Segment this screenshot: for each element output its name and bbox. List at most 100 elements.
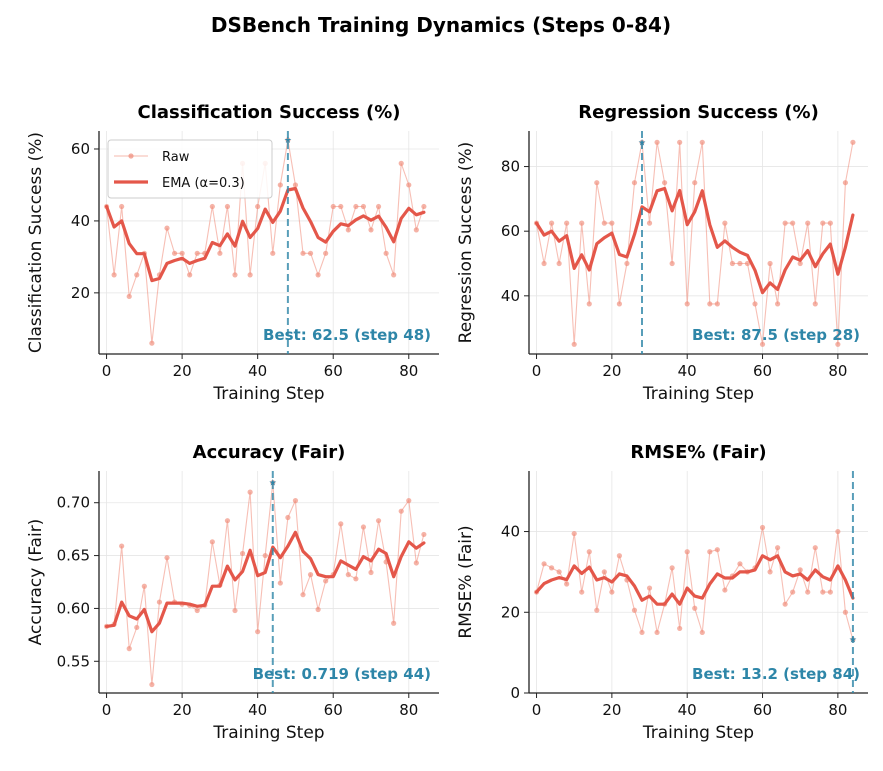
x-tick-label: 0: [102, 362, 112, 380]
legend: Raw EMA (α=0.3): [107, 139, 273, 199]
raw-data-point: [375, 203, 382, 210]
best-annotation: Best: 13.2 (step 84): [692, 665, 860, 683]
raw-data-point: [217, 250, 223, 256]
raw-data-point: [406, 498, 412, 504]
raw-data-point: [209, 539, 215, 545]
y-tick-label: 60: [71, 140, 90, 158]
raw-data-point: [556, 260, 562, 267]
raw-data-point: [406, 182, 412, 188]
raw-data-point: [722, 587, 728, 593]
raw-data-point: [164, 555, 170, 561]
raw-data-point: [421, 203, 427, 210]
raw-data-point: [285, 137, 291, 143]
x-tick-label: 20: [173, 701, 192, 719]
raw-data-point: [812, 545, 818, 551]
y-tick-label: 20: [501, 603, 520, 621]
raw-data-point: [285, 514, 291, 521]
raw-data-point: [353, 203, 359, 210]
raw-data-point: [677, 625, 683, 632]
raw-data-point: [835, 528, 841, 535]
raw-data-point: [307, 250, 314, 256]
raw-data-point: [391, 272, 397, 278]
raw-data-point: [323, 578, 329, 584]
raw-data-point: [692, 605, 698, 611]
raw-data-point: [624, 260, 630, 267]
panel-title: RMSE% (Fair): [630, 442, 766, 463]
raw-data-point: [126, 646, 132, 652]
x-tick-label: 20: [602, 701, 621, 719]
y-tick-label: 60: [501, 222, 520, 240]
raw-data-point: [292, 498, 299, 504]
raw-data-point: [224, 518, 231, 524]
y-tick-label: 0.65: [57, 547, 90, 565]
chart-panel-2: 0 20 40 60 80 40 60 80 Training Step Regression S…: [456, 102, 868, 404]
best-annotation: Best: 87.5 (step 28): [692, 326, 860, 344]
raw-data-point: [345, 227, 351, 233]
panel-title: Regression Success (%): [578, 102, 819, 123]
raw-data-point: [631, 607, 638, 613]
raw-data-point: [134, 624, 140, 631]
raw-data-point: [232, 607, 238, 614]
legend-raw-label: Raw: [162, 150, 190, 165]
raw-data-point: [247, 489, 253, 495]
raw-data-point: [594, 607, 600, 613]
chart-panel-4: 0 20 40 60 80 0 20 40 Training Step RMSE% (Fair) R…: [456, 442, 868, 743]
raw-data-point: [616, 301, 623, 307]
raw-data-point: [194, 607, 200, 614]
raw-series-line: [535, 142, 854, 345]
raw-data-point: [812, 301, 818, 307]
raw-data-point: [692, 180, 698, 186]
raw-data-point: [759, 341, 766, 347]
raw-data-point: [255, 203, 261, 210]
raw-data-point: [579, 589, 585, 595]
raw-data-point: [767, 260, 773, 267]
chart-panel-3: 0 20 40 60 80 0.55 0.60 0.65 0.70 Training Step Ac…: [26, 442, 439, 743]
raw-data-point: [729, 260, 736, 267]
x-axis-label: Training Step: [212, 384, 324, 404]
y-tick-label: 0.70: [57, 494, 90, 512]
raw-data-point: [707, 549, 713, 555]
raw-data-point: [156, 599, 163, 605]
y-tick-label: 0.60: [57, 599, 90, 617]
raw-data-point: [797, 567, 803, 573]
legend-box: [107, 139, 273, 199]
raw-data-point: [805, 589, 811, 595]
raw-data-point: [277, 182, 283, 188]
y-axis-label: Regression Success (%): [456, 142, 476, 344]
x-tick-label: 60: [753, 362, 772, 380]
raw-data-point: [571, 530, 577, 537]
raw-data-point: [564, 581, 570, 587]
legend-ema-label: EMA (α=0.3): [162, 176, 245, 191]
raw-data-point: [360, 203, 367, 210]
raw-data-point: [564, 220, 570, 226]
raw-data-point: [187, 272, 193, 278]
ema-series-line: [534, 186, 855, 295]
raw-data-point: [300, 250, 306, 256]
raw-data-point: [194, 250, 200, 256]
raw-data-point: [360, 524, 367, 530]
raw-data-point: [759, 524, 766, 531]
raw-data-point: [315, 272, 321, 278]
raw-data-point: [639, 629, 645, 636]
raw-data-point: [737, 561, 743, 567]
raw-data-point: [790, 589, 796, 595]
raw-data-point: [111, 272, 117, 278]
raw-data-point: [300, 592, 306, 598]
x-tick-label: 0: [532, 362, 542, 380]
raw-data-point: [684, 549, 690, 555]
x-tick-label: 40: [678, 701, 697, 719]
raw-data-point: [345, 572, 351, 578]
x-tick-label: 40: [248, 362, 267, 380]
raw-data-point: [767, 569, 773, 575]
raw-data-point: [586, 301, 592, 307]
raw-data-point: [646, 585, 653, 591]
raw-data-point: [307, 572, 314, 578]
raw-data-point: [338, 203, 344, 210]
raw-data-point: [737, 260, 743, 267]
raw-data-point: [722, 220, 728, 226]
raw-data-point: [707, 301, 713, 307]
raw-data-point: [677, 139, 683, 145]
panel-title: Classification Success (%): [137, 102, 400, 123]
ema-series-line: [104, 186, 426, 283]
